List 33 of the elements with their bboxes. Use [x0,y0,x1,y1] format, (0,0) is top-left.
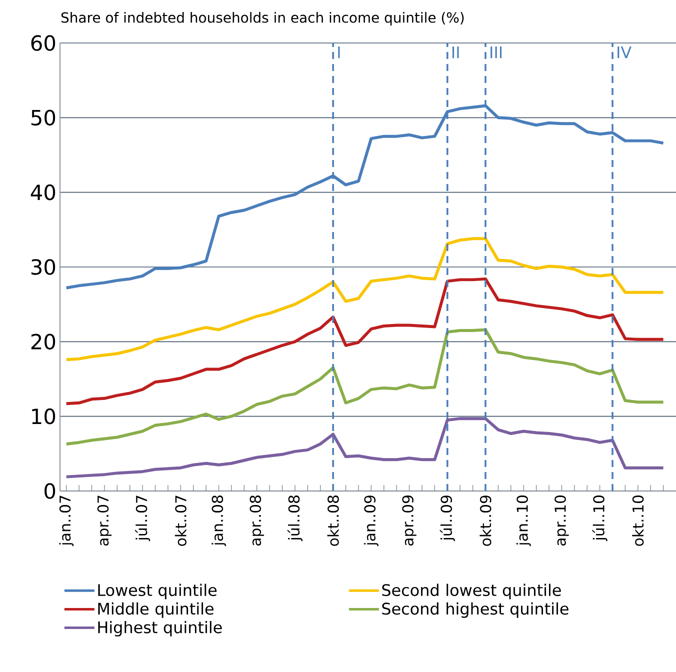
y-tick-label: 30 [31,259,56,275]
ref-line-label: I [338,46,340,58]
y-tick-label: 10 [32,408,56,424]
y-tick-label: 20 [31,334,56,350]
x-tick-label: jan..07 [59,496,74,546]
x-tick-label: júl..09 [440,496,455,542]
x-tick-label: jan..08 [212,496,226,546]
legend-label: Middle quintile [98,602,214,618]
x-tick-label: okt..09 [480,496,492,546]
x-tick-label: okt..08 [327,496,339,546]
legend-label: Lowest quintile [98,584,217,600]
ref-line-label: IV [618,46,632,58]
x-tick-label: jan..09 [364,496,378,546]
x-tick-label: apr..10 [554,495,569,546]
ref-line-label: III [490,46,502,58]
x-tick-label: okt..07 [174,496,186,546]
legend-label: Second highest quintile [382,602,568,618]
x-tick-label: júl..10 [592,496,608,542]
x-tick-label: apr..09 [402,496,416,546]
x-tick-label: jan..10 [516,496,531,546]
ref-line-label: II [452,46,459,58]
y-tick-label: 50 [31,110,56,126]
x-tick-label: júl..08 [287,496,303,542]
legend-label: Second lowest quintile [382,584,561,600]
y-tick-label: 0 [44,483,56,499]
y-tick-label: 60 [31,35,56,51]
y-tick-label: 40 [30,184,56,200]
x-tick-label: apr..08 [250,496,264,546]
legend-label: Highest quintile [98,621,222,636]
x-tick-label: okt..10 [632,496,644,546]
x-tick-label: júl..07 [135,496,150,542]
chart-title: Share of indebted households in each income quintile (%) [61,12,464,26]
x-tick-label: apr..07 [97,496,112,546]
